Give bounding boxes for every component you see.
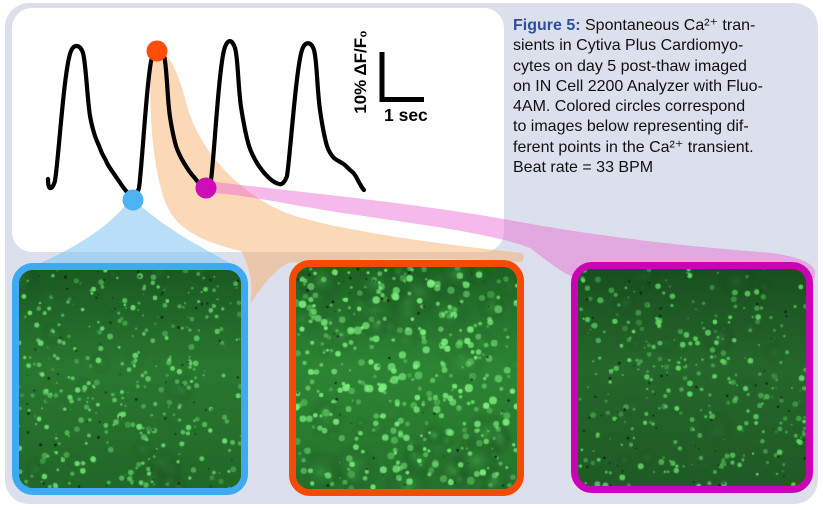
decay-marker — [195, 177, 217, 199]
scale-bar — [379, 52, 424, 102]
figure-caption: Figure 5: Spontaneous Ca²⁺ tran- sients … — [513, 16, 815, 178]
caption-line: Figure 5: Spontaneous Ca²⁺ tran- — [513, 16, 815, 36]
caption-line: to images below representing dif- — [513, 118, 749, 136]
caption-line: Beat rate = 33 BPM — [513, 159, 654, 177]
trough-beam — [16, 200, 240, 273]
scale-bar-vertical-label: 10% ΔF/F₀ — [351, 30, 370, 114]
decay-beam — [204, 181, 816, 278]
caption-line: ferent points in the Ca²⁺ transient. — [513, 138, 754, 156]
peak-marker — [146, 40, 168, 62]
peak-beam — [150, 53, 524, 305]
scale-bar-time-label: 1 sec — [384, 105, 428, 125]
caption-line: sients in Cytiva Plus Cardiomyo- — [513, 37, 744, 55]
caption-line: on IN Cell 2200 Analyzer with Fluo- — [513, 77, 763, 95]
trough-marker — [122, 189, 144, 211]
figure-label: Figure 5: — [513, 17, 581, 34]
caption-line: 4AM. Colored circles correspond — [513, 98, 746, 116]
caption-line: cytes on day 5 post-thaw imaged — [513, 57, 747, 75]
caption-line-rest: Spontaneous Ca²⁺ tran- — [580, 17, 756, 34]
